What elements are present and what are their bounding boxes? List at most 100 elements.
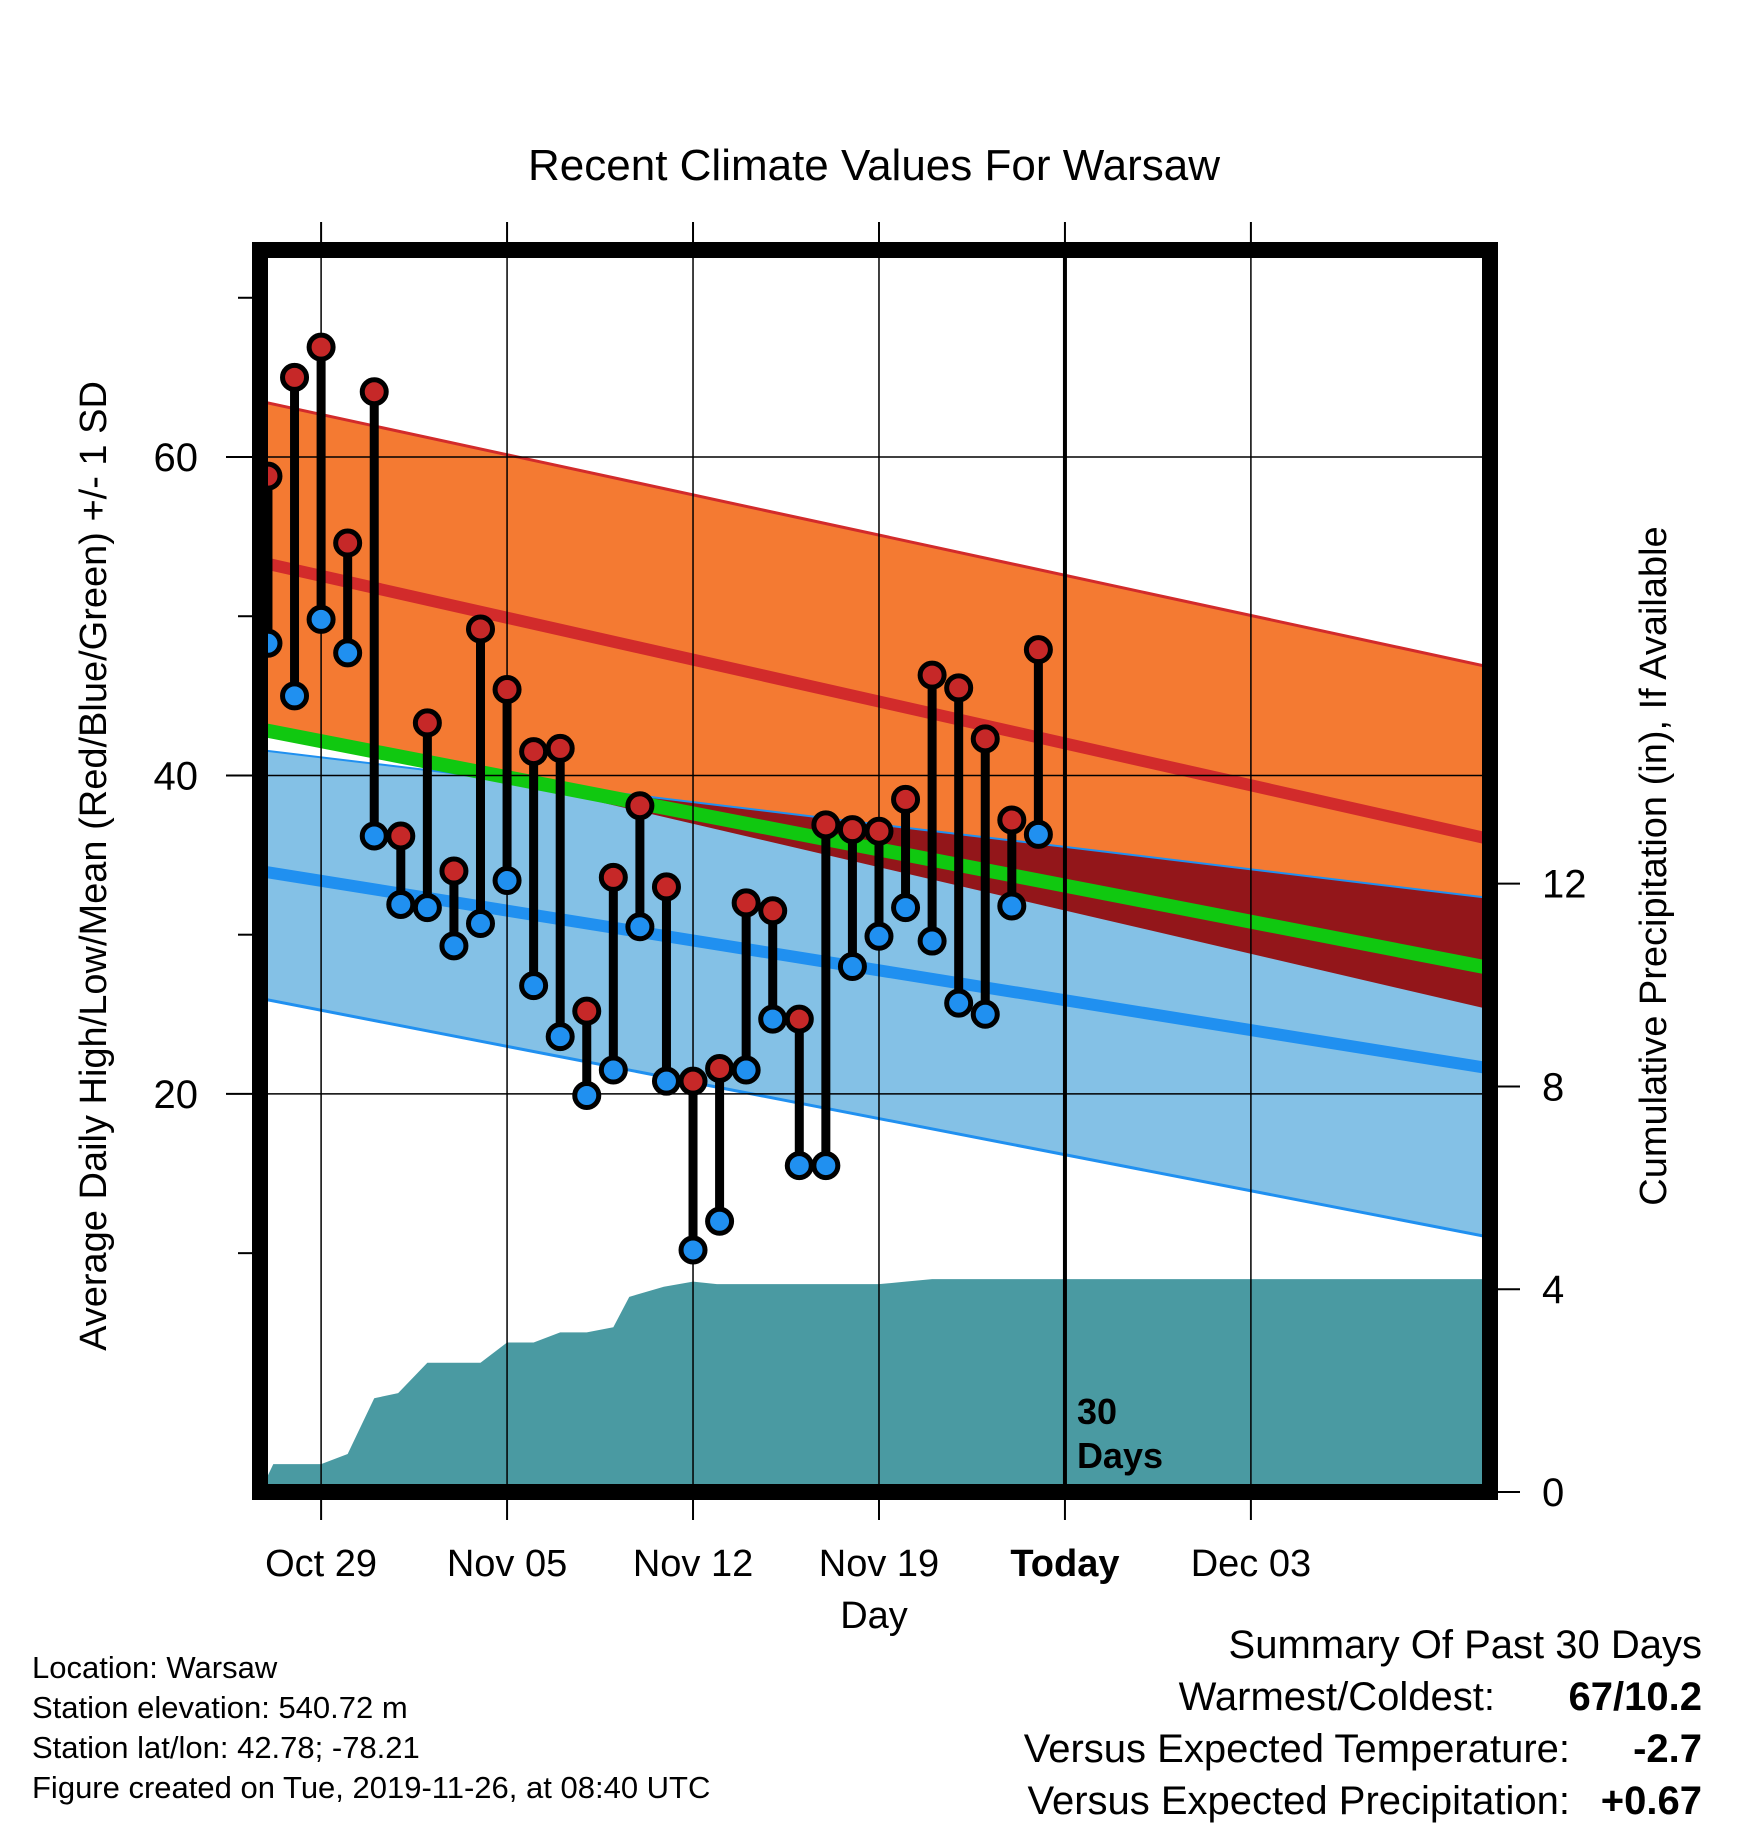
daily-high-marker bbox=[280, 362, 310, 392]
daily-low-marker bbox=[572, 1081, 602, 1111]
x-tick-label: Nov 19 bbox=[819, 1543, 939, 1585]
figure-created: Figure created on Tue, 2019-11-26, at 08… bbox=[32, 1770, 710, 1805]
precip-departure-value: +0.67 bbox=[1601, 1779, 1702, 1823]
today-window-label: 30 bbox=[1077, 1391, 1117, 1432]
daily-high-marker bbox=[1023, 635, 1053, 665]
chart-title: Recent Climate Values For Warsaw bbox=[528, 141, 1220, 190]
normal-high-line bbox=[260, 556, 1490, 846]
daily-low-marker bbox=[359, 821, 389, 851]
high-plus-sd-line bbox=[260, 399, 1490, 669]
daily-low-marker bbox=[439, 931, 469, 961]
daily-high-marker bbox=[598, 862, 628, 892]
x-axis-label: Day bbox=[840, 1595, 908, 1637]
daily-low-marker bbox=[333, 638, 363, 668]
daily-high-marker bbox=[944, 673, 974, 703]
daily-low-marker bbox=[811, 1151, 841, 1181]
low-minus-sd-line bbox=[260, 996, 1490, 1239]
daily-high-marker bbox=[864, 816, 894, 846]
data-markers bbox=[253, 332, 1053, 1265]
daily-low-marker bbox=[1023, 819, 1053, 849]
precip-tick-label: 12 bbox=[1542, 863, 1587, 907]
daily-high-marker bbox=[651, 872, 681, 902]
station-latlon: Station lat/lon: 42.78; -78.21 bbox=[32, 1730, 420, 1765]
daily-high-marker bbox=[359, 377, 389, 407]
sd-overlap-region bbox=[500, 778, 1490, 1010]
daily-high-marker bbox=[333, 528, 363, 558]
daily-low-marker bbox=[519, 971, 549, 1001]
daily-high-marker bbox=[891, 784, 921, 814]
daily-low-marker bbox=[678, 1235, 708, 1265]
daily-low-marker bbox=[625, 912, 655, 942]
daily-high-marker bbox=[625, 791, 655, 821]
daily-high-marker bbox=[997, 805, 1027, 835]
daily-high-marker bbox=[784, 1004, 814, 1034]
daily-high-marker bbox=[439, 856, 469, 886]
daily-low-marker bbox=[758, 1004, 788, 1034]
plot-frame bbox=[252, 242, 1498, 1500]
y-tick-label: 20 bbox=[154, 1073, 199, 1117]
temp-departure-label: Versus Expected Temperature: bbox=[1024, 1727, 1570, 1771]
x-tick-label: Dec 03 bbox=[1191, 1543, 1311, 1585]
x-tick-label: Today bbox=[1010, 1543, 1119, 1585]
warmest-coldest-label: Warmest/Coldest: bbox=[1179, 1675, 1495, 1719]
precip-tick-label: 4 bbox=[1542, 1268, 1564, 1312]
daily-high-marker bbox=[970, 724, 1000, 754]
daily-low-marker bbox=[784, 1151, 814, 1181]
y-tick-label: 60 bbox=[154, 436, 199, 480]
daily-low-marker bbox=[997, 891, 1027, 921]
daily-low-marker bbox=[970, 999, 1000, 1029]
daily-low-marker bbox=[492, 866, 522, 896]
y-axis-label-right: Cumulative Precipitation (in), If Availa… bbox=[1633, 526, 1675, 1205]
y-tick-label: 40 bbox=[154, 754, 199, 798]
precip-tick-label: 8 bbox=[1542, 1065, 1564, 1109]
daily-low-marker bbox=[705, 1206, 735, 1236]
daily-high-marker bbox=[572, 996, 602, 1026]
daily-low-marker bbox=[864, 921, 894, 951]
daily-high-marker bbox=[678, 1066, 708, 1096]
x-tick-label: Oct 29 bbox=[265, 1543, 377, 1585]
daily-high-marker bbox=[545, 733, 575, 763]
precipitation-area bbox=[260, 1279, 1490, 1492]
station-elevation: Station elevation: 540.72 m bbox=[32, 1690, 408, 1725]
daily-low-marker bbox=[306, 604, 336, 634]
y-axis-label-left: Average Daily High/Low/Mean (Red/Blue/Gr… bbox=[73, 381, 115, 1351]
daily-low-marker bbox=[944, 988, 974, 1018]
daily-high-marker bbox=[758, 896, 788, 926]
daily-low-marker bbox=[545, 1022, 575, 1052]
warmest-coldest-value: 67/10.2 bbox=[1569, 1675, 1702, 1719]
today-window-label: Days bbox=[1077, 1435, 1163, 1476]
daily-high-marker bbox=[917, 660, 947, 690]
axes: Oct 29 Nov 05 Nov 12 Nov 19 Today Dec 0320406… bbox=[154, 222, 1587, 1585]
daily-low-marker bbox=[465, 909, 495, 939]
daily-high-marker bbox=[705, 1053, 735, 1083]
temp-departure-value: -2.7 bbox=[1633, 1727, 1702, 1771]
precip-departure-label: Versus Expected Precipitation: bbox=[1027, 1779, 1570, 1823]
daily-low-marker bbox=[731, 1055, 761, 1085]
normal-low-line bbox=[260, 865, 1490, 1075]
daily-low-marker bbox=[280, 681, 310, 711]
daily-low-marker bbox=[598, 1055, 628, 1085]
summary-heading: Summary Of Past 30 Days bbox=[1229, 1623, 1702, 1667]
daily-high-marker bbox=[412, 708, 442, 738]
daily-high-marker bbox=[386, 821, 416, 851]
daily-low-marker bbox=[891, 893, 921, 923]
daily-high-marker bbox=[465, 614, 495, 644]
daily-low-marker bbox=[837, 952, 867, 982]
summary-panel: Summary Of Past 30 Days Warmest/Coldest:… bbox=[1024, 1623, 1702, 1823]
x-tick-label: Nov 12 bbox=[633, 1543, 753, 1585]
daily-low-marker bbox=[412, 893, 442, 923]
precip-tick-label: 0 bbox=[1542, 1471, 1564, 1515]
station-location: Location: Warsaw bbox=[32, 1650, 278, 1685]
daily-high-marker bbox=[811, 810, 841, 840]
x-tick-label: Nov 05 bbox=[447, 1543, 567, 1585]
daily-high-marker bbox=[492, 674, 522, 704]
station-info: Location: Warsaw Station elevation: 540.… bbox=[32, 1650, 710, 1805]
daily-high-marker bbox=[519, 737, 549, 767]
daily-high-marker bbox=[837, 815, 867, 845]
daily-high-marker bbox=[731, 888, 761, 918]
daily-low-marker bbox=[651, 1066, 681, 1096]
daily-high-marker bbox=[306, 332, 336, 362]
daily-low-marker bbox=[386, 889, 416, 919]
